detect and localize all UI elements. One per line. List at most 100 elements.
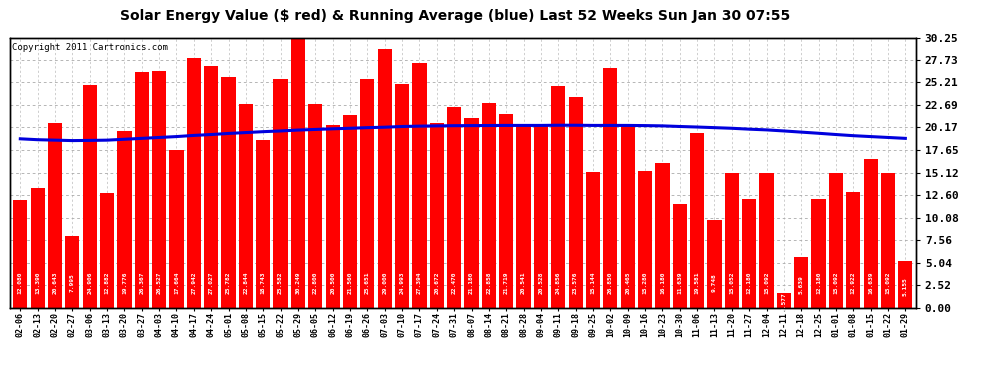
Bar <box>517 124 531 308</box>
Text: 12.922: 12.922 <box>850 271 855 294</box>
Bar <box>239 104 253 308</box>
Bar <box>621 125 635 308</box>
Text: 12.180: 12.180 <box>746 271 751 294</box>
Bar <box>152 71 166 308</box>
Text: 15.280: 15.280 <box>643 271 647 294</box>
Text: 27.027: 27.027 <box>209 271 214 294</box>
Text: 25.782: 25.782 <box>226 271 231 294</box>
Bar <box>273 79 288 308</box>
Text: 21.560: 21.560 <box>347 271 352 294</box>
Text: 1.577: 1.577 <box>781 292 786 310</box>
Text: 25.651: 25.651 <box>365 271 370 294</box>
Text: 15.144: 15.144 <box>590 271 595 294</box>
Bar <box>464 118 478 308</box>
Bar <box>360 78 374 308</box>
Bar <box>846 192 860 308</box>
Bar <box>794 257 808 307</box>
Text: 21.180: 21.180 <box>469 271 474 294</box>
Bar <box>690 133 704 308</box>
Text: 11.639: 11.639 <box>677 271 682 294</box>
Text: 27.394: 27.394 <box>417 271 422 294</box>
Bar <box>430 123 444 308</box>
Text: 21.719: 21.719 <box>504 271 509 294</box>
Text: 15.092: 15.092 <box>885 271 890 294</box>
Bar <box>118 131 132 308</box>
Bar <box>377 49 392 308</box>
Text: 17.664: 17.664 <box>174 271 179 294</box>
Text: 29.000: 29.000 <box>382 271 387 294</box>
Text: 24.856: 24.856 <box>555 271 560 294</box>
Bar <box>742 199 756 308</box>
Text: 15.052: 15.052 <box>730 271 735 294</box>
Bar <box>82 85 97 308</box>
Text: 24.993: 24.993 <box>400 271 405 294</box>
Text: 22.858: 22.858 <box>486 271 491 294</box>
Text: 26.527: 26.527 <box>156 271 161 294</box>
Text: 22.470: 22.470 <box>451 271 456 294</box>
Text: 26.850: 26.850 <box>608 271 613 294</box>
Bar <box>222 77 236 308</box>
Text: 9.748: 9.748 <box>712 273 717 292</box>
Text: 12.080: 12.080 <box>18 271 23 294</box>
Text: 20.643: 20.643 <box>52 271 57 294</box>
Bar <box>395 84 409 308</box>
Bar <box>187 58 201 308</box>
Text: 22.800: 22.800 <box>313 271 318 294</box>
Text: 15.092: 15.092 <box>764 271 769 294</box>
Bar <box>291 38 305 308</box>
Bar <box>308 104 323 308</box>
Text: 20.541: 20.541 <box>521 271 526 294</box>
Bar <box>829 173 843 308</box>
Bar <box>534 124 548 308</box>
Bar <box>551 86 565 308</box>
Bar <box>586 172 600 308</box>
Text: 26.367: 26.367 <box>140 271 145 294</box>
Bar <box>13 200 28 308</box>
Bar <box>482 104 496 308</box>
Text: 24.906: 24.906 <box>87 271 92 294</box>
Text: 16.639: 16.639 <box>868 271 873 294</box>
Bar <box>638 171 652 308</box>
Bar <box>169 150 183 308</box>
Bar <box>863 159 878 308</box>
Text: 22.844: 22.844 <box>244 271 248 294</box>
Text: 12.882: 12.882 <box>105 271 110 294</box>
Text: 16.180: 16.180 <box>660 271 665 294</box>
Bar <box>777 293 791 308</box>
Bar <box>725 173 739 308</box>
Bar <box>326 124 340 308</box>
Bar <box>603 68 618 308</box>
Bar <box>759 173 773 308</box>
Bar <box>812 199 826 308</box>
Bar <box>65 236 79 308</box>
Text: 25.582: 25.582 <box>278 271 283 294</box>
Bar <box>707 220 722 308</box>
Bar <box>412 63 427 308</box>
Text: 7.995: 7.995 <box>70 273 75 292</box>
Text: 23.576: 23.576 <box>573 271 578 294</box>
Text: 19.581: 19.581 <box>695 271 700 294</box>
Bar <box>48 123 62 308</box>
Bar <box>672 204 687 308</box>
Text: 30.249: 30.249 <box>295 271 301 294</box>
Text: 5.639: 5.639 <box>799 276 804 294</box>
Bar <box>881 173 895 308</box>
Text: 27.942: 27.942 <box>191 271 196 294</box>
Text: 15.092: 15.092 <box>834 271 839 294</box>
Text: 20.528: 20.528 <box>539 271 544 294</box>
Text: 12.180: 12.180 <box>816 271 821 294</box>
Bar <box>31 188 45 308</box>
Bar <box>568 97 583 308</box>
Bar <box>343 115 357 308</box>
Bar <box>447 107 461 307</box>
Text: Solar Energy Value ($ red) & Running Average (blue) Last 52 Weeks Sun Jan 30 07:: Solar Energy Value ($ red) & Running Ave… <box>120 9 791 23</box>
Text: 13.390: 13.390 <box>36 271 41 294</box>
Bar <box>204 66 219 308</box>
Text: 19.776: 19.776 <box>122 271 127 294</box>
Bar <box>135 72 148 308</box>
Bar <box>898 261 913 308</box>
Bar <box>256 140 270 308</box>
Text: Copyright 2011 Cartronics.com: Copyright 2011 Cartronics.com <box>12 43 167 52</box>
Bar <box>100 192 114 308</box>
Text: 20.500: 20.500 <box>331 271 336 294</box>
